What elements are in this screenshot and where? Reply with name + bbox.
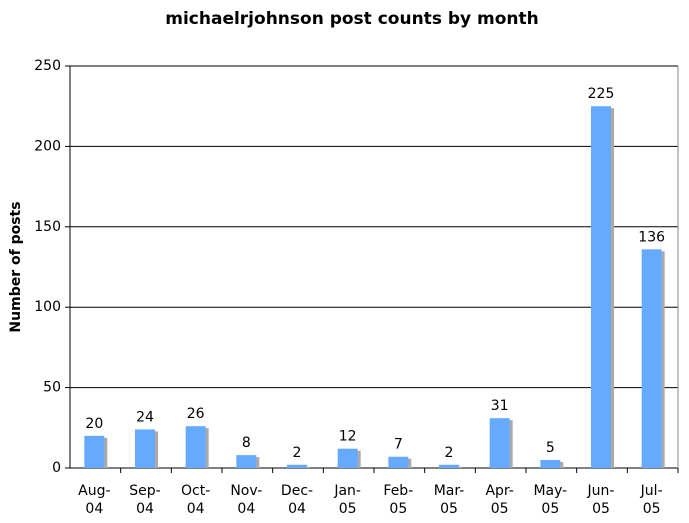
value-label: 225 [588,86,615,102]
value-label: 7 [394,437,403,453]
y-axis-label: Number of posts [8,201,24,332]
bar [439,464,459,468]
bar [540,459,561,468]
x-tick-label: Dec-04 [280,483,314,517]
value-label: 24 [136,409,154,425]
x-tick-label: Sep-04 [129,483,161,517]
y-tick-label: 150 [34,219,61,235]
chart-title: michaelrjohnson post counts by month [165,9,539,29]
bar [185,426,206,468]
x-tick-label: Mar-05 [433,483,465,517]
x-tick-label: Jan-05 [334,483,361,517]
bar [489,418,510,468]
x-tick-label: Aug-04 [78,483,111,517]
y-tick-label: 50 [43,380,61,396]
y-tick-label: 100 [34,299,61,315]
x-tick-label: Jun-05 [587,483,615,517]
bar [388,456,409,468]
value-label: 20 [85,416,103,432]
x-tick-label: Feb-05 [383,483,414,517]
bar [591,106,611,468]
value-label: 2 [445,445,454,461]
x-tick-label: May-05 [533,483,568,517]
value-label: 26 [187,406,205,422]
x-tick-label: Jul-05 [640,483,663,517]
bar [135,429,155,468]
value-label: 136 [638,229,665,245]
value-label: 31 [491,398,509,414]
y-tick-label: 250 [34,58,61,74]
bar [84,435,105,468]
x-tick-label: Oct-04 [181,483,211,517]
value-label: 2 [293,445,302,461]
bar [641,249,662,468]
value-label: 5 [546,440,555,456]
bar [287,464,307,468]
bar [236,455,257,468]
value-label: 8 [242,435,251,451]
y-tick-label: 200 [34,138,61,154]
bar [337,448,358,468]
y-tick-label: 0 [52,460,61,476]
x-tick-label: Apr-05 [485,483,514,517]
value-label: 12 [339,429,357,445]
x-tick-label: Nov-04 [230,483,263,517]
